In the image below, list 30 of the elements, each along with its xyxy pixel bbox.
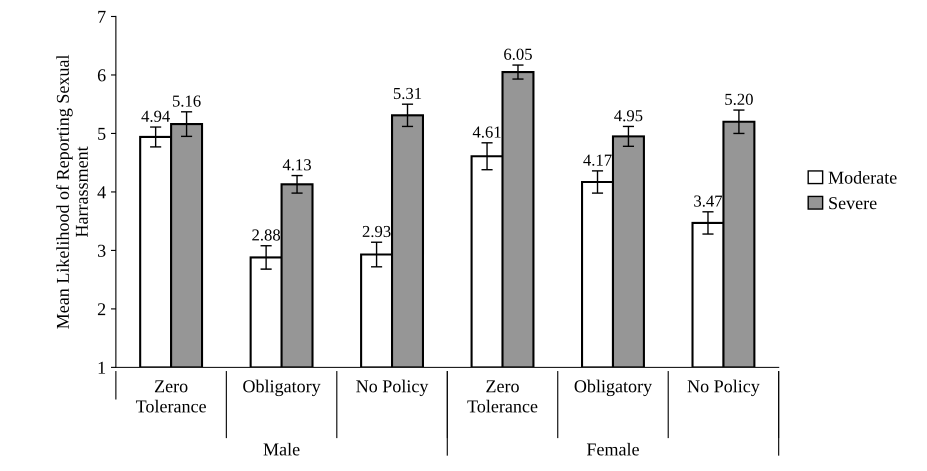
data-label: 6.05 [504, 48, 532, 60]
x-tick-label: Zero Tolerance [467, 380, 538, 412]
data-label: 5.20 [725, 94, 753, 105]
x-tick-label: Zero Tolerance [136, 380, 206, 412]
x-tick-label: No Policy [356, 380, 428, 396]
data-label: 4.13 [282, 159, 311, 170]
data-label: 4.94 [141, 110, 170, 122]
data-label: 5.16 [172, 95, 201, 107]
y-tick-label: 5 [98, 128, 106, 140]
y-axis-title: Mean Likelihood of Reporting Sexual Harrassment [56, 54, 88, 329]
data-label: 5.31 [394, 88, 422, 100]
y-tick-label: 2 [98, 303, 106, 316]
data-label: 4.95 [614, 110, 642, 122]
y-tick-label: 4 [97, 186, 106, 198]
y-tick-label: 7 [98, 10, 106, 23]
text: Female [586, 442, 639, 456]
data-label: 4.61 [472, 126, 501, 138]
x-tick-label: No Policy [688, 380, 760, 396]
data-label: 4.17 [583, 154, 612, 166]
legend-label: Severe [829, 197, 877, 210]
data-label: 2.93 [362, 226, 391, 238]
legend-label: Moderate [828, 171, 897, 184]
x-tick-label: Obligatory [243, 380, 321, 396]
data-label: 2.88 [252, 229, 280, 241]
y-tick-label: 6 [98, 69, 106, 82]
text: Male [264, 442, 300, 456]
x-tick-label: Obligatory [574, 380, 652, 396]
y-tick-label: 1 [98, 362, 106, 374]
data-label: 3.47 [694, 195, 722, 207]
y-tick-label: 3 [98, 244, 106, 257]
